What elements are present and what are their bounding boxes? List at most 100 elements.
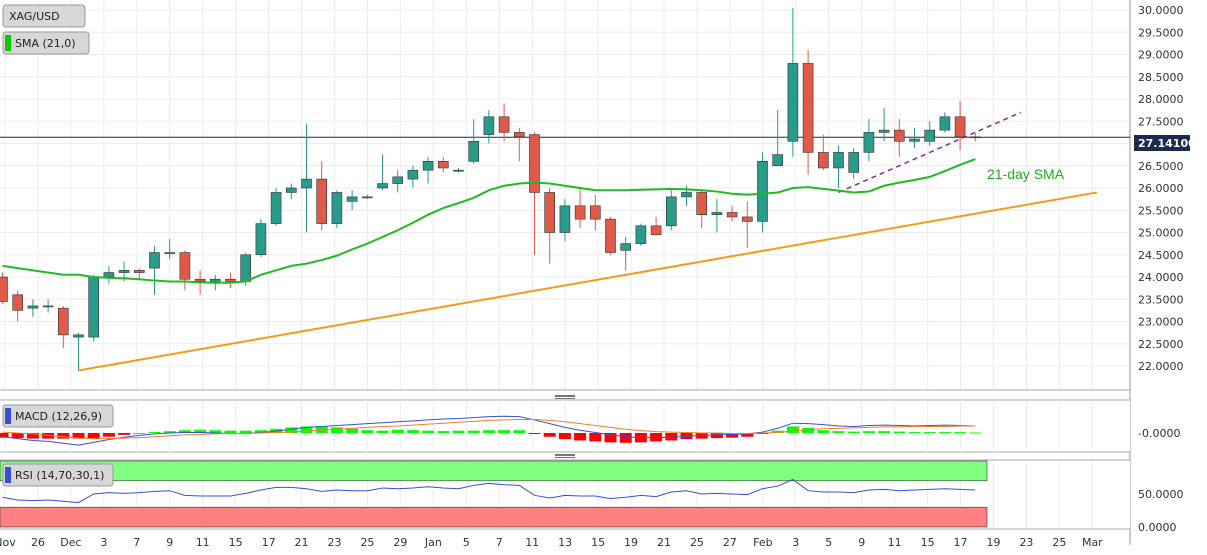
candle-body [605,218,616,253]
symbol-badge[interactable]: XAG/USD [2,4,86,28]
x-tick-label: Mar [1082,536,1103,549]
macd-indicator-label: MACD (12,26,9) [15,410,102,423]
candle-body [529,134,540,193]
macd-histogram-bar [908,432,921,434]
sma-annotation: 21-day SMA [987,166,1065,182]
macd-histogram-bar [498,430,511,433]
macd-histogram-bar [133,433,146,434]
rsi-y-tick-label: 0.0000 [1138,521,1177,534]
macd-histogram-bar [467,430,480,433]
macd-histogram-bar [72,433,85,439]
x-tick-label: 26 [31,536,45,549]
candle-body [498,116,510,133]
macd-histogram-bar [194,429,207,433]
x-tick-label: 7 [133,536,140,549]
candle-body [57,307,69,336]
candle-body [361,196,373,199]
macd-histogram-bar [452,430,465,433]
x-tick-label: 9 [858,536,865,549]
macd-histogram-bar [726,433,739,438]
macd-histogram-bar [893,431,906,433]
candle-body [787,63,799,142]
price-y-tick-label: 24.0000 [1138,271,1184,284]
macd-histogram-bar [543,433,556,437]
resistance-trendline [838,111,1022,194]
rsi-badge[interactable]: RSI (14,70,30,1) [2,463,114,487]
macd-histogram-bar [832,431,845,433]
macd-histogram-bar [954,432,967,434]
x-tick-label: Jan [424,536,442,549]
candle-body [620,243,632,251]
x-tick-label: 11 [525,536,539,549]
candle-body [665,196,677,227]
x-tick-label: 5 [463,536,470,549]
x-tick-label: 15 [229,536,243,549]
x-tick-label: 7 [496,536,503,549]
price-y-tick-label: 29.0000 [1138,49,1184,62]
macd-histogram-bar [0,433,9,438]
x-tick-label: Feb [753,536,772,549]
candle-body [483,116,495,135]
candle-body [118,270,130,273]
candle-body [513,132,525,138]
x-tick-label: 11 [196,536,210,549]
macd-histogram-bar [178,430,191,433]
candle-body [453,169,464,172]
price-y-tick-label: 25.5000 [1138,204,1184,217]
candle-body [681,192,692,198]
x-tick-label: 23 [1019,536,1033,549]
x-tick-label: Nov [0,536,16,549]
candle-body [893,129,905,142]
x-tick-label: 23 [328,536,342,549]
x-tick-label: 25 [1052,536,1066,549]
macd-histogram-bar [589,433,602,442]
candle-body [73,334,84,338]
macd-histogram-bar [938,432,951,434]
x-axis: Nov 26 Dec 3 7 9 11 15 17 21 23 25 29 Jan 5 7 11 13 15 19 21… [0,536,1103,549]
x-tick-label: Dec [60,536,81,549]
x-tick-label: 27 [723,536,737,549]
macd-histogram-bar [11,433,24,439]
candle-body [741,216,753,222]
rsi-line [2,478,976,504]
price-y-tick-label: 23.5000 [1138,293,1184,306]
candle-body [255,223,267,256]
macd-histogram-bar [87,433,100,439]
macd-histogram-bar [376,430,389,433]
candle-body [346,196,358,202]
candle-body [939,116,951,131]
candle-body [954,116,966,138]
rsi-panel: 50.0000 0.0000 [0,459,1184,534]
x-tick-label: 15 [921,536,935,549]
price-y-tick-label: 26.0000 [1138,182,1184,195]
candle-body [392,176,404,184]
x-tick-label: 29 [393,536,407,549]
sma21-line [2,158,976,284]
last-price-tag: 27.14100 [1134,135,1196,151]
macd-signal-line [2,418,976,440]
macd-histogram-bar [300,426,313,433]
macd-histogram-bar [346,428,359,433]
macd-pane-splitter[interactable] [555,395,575,399]
macd-histogram-bar [802,427,815,433]
candle-body [240,254,251,282]
rsi-pane-splitter[interactable] [555,454,575,458]
x-tick-label: 15 [591,536,605,549]
candle-body [559,205,571,233]
candle-body [270,192,282,224]
candle-body [27,305,39,309]
price-y-tick-label: 22.5000 [1138,338,1184,351]
macd-badge[interactable]: MACD (12,26,9) [2,404,114,428]
price-y-tick-label: 28.5000 [1138,71,1184,84]
sma-badge[interactable]: SMA (21,0) [2,31,90,55]
candle-body [12,294,23,311]
candle-body [194,278,206,282]
x-tick-label: 11 [888,536,902,549]
macd-histogram-bar [224,430,237,433]
x-tick-label: 13 [558,536,572,549]
macd-histogram-bar [118,433,131,435]
macd-histogram-bar [391,429,404,433]
x-tick-label: 21 [295,536,309,549]
x-tick-label: 25 [360,536,374,549]
candle-body [331,192,343,224]
